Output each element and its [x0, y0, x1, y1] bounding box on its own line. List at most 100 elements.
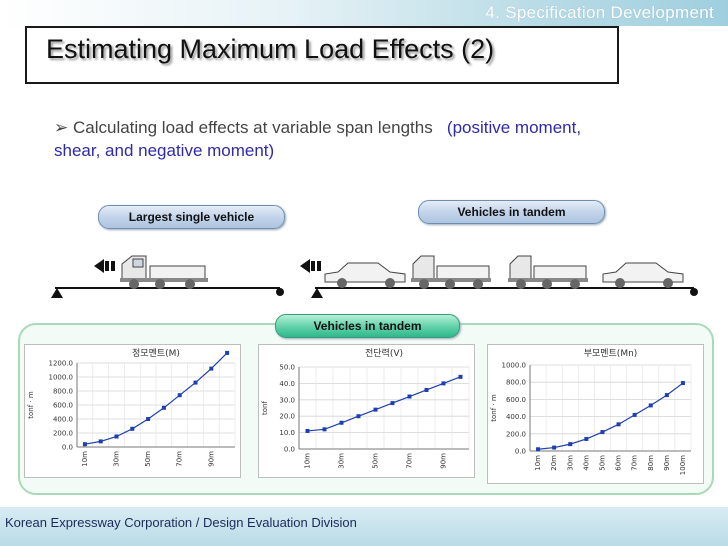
x-tick-label: 60m [615, 455, 623, 471]
vehicle-diagram [51, 255, 698, 298]
data-point [664, 393, 669, 398]
series-line [537, 382, 684, 450]
x-tick-label: 10m [534, 455, 542, 471]
y-tick-label: 800.0 [506, 379, 526, 387]
x-tick-label: 70m [176, 451, 184, 467]
x-tick-label: 70m [406, 453, 414, 469]
y-axis-label: tonf [261, 401, 269, 415]
section-label: 4. Specification Development [485, 3, 714, 22]
chart-shear: 전단력(V) tonf 0.0 10.0 20.0 30.0 40.0 50.0 10m 30m 5… [258, 344, 475, 478]
car-icon [602, 262, 684, 288]
chart-title: 전단력(V) [365, 347, 403, 359]
y-tick-label: 200.0 [53, 430, 73, 438]
y-tick-label: 30.0 [279, 396, 295, 404]
y-tick-label: 40.0 [279, 380, 295, 388]
data-point [130, 426, 135, 431]
x-tick-label: 90m [440, 453, 448, 469]
chart-negative-moment: 부모멘트(Mn) tonf · m 0.0 200.0 400.0 600.0 800.0 1… [487, 344, 704, 484]
chart-title: 부모멘트(Mn) [584, 348, 638, 359]
data-point [568, 442, 573, 447]
footer-text: Korean Expressway Corporation / Design E… [5, 515, 357, 530]
data-point [441, 381, 446, 386]
bullet-emphasis: (positive moment, shear, and negative mo… [54, 118, 582, 160]
truck-icon [120, 255, 208, 289]
y-tick-label: 10.0 [279, 429, 295, 437]
y-tick-label: 800.0 [53, 388, 73, 396]
data-point [193, 380, 198, 385]
x-tick-label: 70m [631, 455, 639, 471]
x-tick-label: 90m [663, 455, 671, 471]
data-point [584, 436, 589, 441]
y-tick-label: 0.0 [515, 448, 526, 456]
truck-icon [411, 255, 491, 289]
y-tick-label: 400.0 [53, 416, 73, 424]
data-point [98, 439, 103, 444]
bullet-marker: ➢ [54, 118, 69, 137]
data-point [407, 394, 412, 399]
x-tick-label: 50m [598, 455, 606, 471]
data-point [114, 434, 119, 439]
data-point [146, 417, 151, 421]
data-point [177, 393, 182, 398]
y-tick-label: 200.0 [506, 430, 526, 438]
y-tick-label: 1000.0 [502, 362, 527, 370]
y-axis-label: tonf · m [27, 391, 35, 419]
data-point [390, 401, 395, 406]
bullet-point: ➢ Calculating load effects at variable s… [54, 116, 614, 162]
series-line [84, 352, 228, 445]
x-tick-label: 50m [144, 451, 152, 467]
data-point [536, 447, 541, 452]
data-point [339, 420, 344, 425]
tandem-vehicle-span [300, 255, 698, 298]
data-point [680, 381, 685, 386]
x-tick-label: 80m [647, 455, 655, 471]
data-point [552, 445, 557, 450]
page-title: Estimating Maximum Load Effects (2) [46, 34, 495, 64]
title-box [25, 26, 619, 84]
data-point [305, 428, 310, 433]
chart-positive-moment: 정모멘트(M) tonf · m 0.0 200.0 400.0 600.0 800.0 10… [24, 344, 241, 478]
y-tick-label: 20.0 [279, 413, 295, 421]
arrow-left-icon [94, 259, 115, 273]
data-point [648, 403, 653, 408]
footer-bar: Korean Expressway Corporation / Design E… [0, 507, 728, 546]
label-vehicles-in-tandem: Vehicles in tandem [418, 200, 605, 224]
header-band [0, 0, 728, 26]
bullet-text: Calculating load effects at variable spa… [72, 118, 433, 137]
data-point [161, 405, 166, 410]
y-tick-label: 0.0 [62, 444, 73, 452]
data-point [322, 427, 327, 432]
data-point [373, 407, 378, 412]
series-line [307, 376, 461, 432]
x-tick-label: 40m [582, 455, 590, 471]
y-tick-label: 400.0 [506, 413, 526, 421]
data-point [600, 430, 605, 435]
x-tick-label: 30m [113, 451, 121, 467]
y-axis-label: tonf · m [490, 394, 498, 422]
data-point [458, 374, 463, 379]
x-tick-label: 30m [338, 453, 346, 469]
y-tick-label: 50.0 [279, 364, 295, 372]
data-point [424, 387, 429, 392]
data-point [616, 422, 621, 427]
truck-icon [508, 255, 588, 289]
data-point [82, 442, 87, 447]
y-tick-label: 600.0 [506, 396, 526, 404]
x-tick-label: 20m [550, 455, 558, 471]
data-point [632, 412, 637, 417]
chart-title: 정모멘트(M) [132, 348, 180, 359]
x-tick-label: 30m [566, 455, 574, 471]
y-tick-label: 0.0 [284, 446, 295, 454]
x-tick-label: 10m [81, 451, 89, 467]
x-tick-label: 100m [679, 455, 687, 475]
x-tick-label: 90m [207, 451, 215, 467]
label-largest-single-vehicle: Largest single vehicle [98, 205, 285, 229]
x-tick-label: 50m [372, 453, 380, 469]
arrow-left-icon [300, 259, 321, 273]
y-tick-label: 1000.0 [49, 374, 74, 382]
y-tick-label: 600.0 [53, 402, 73, 410]
single-vehicle-span [51, 255, 284, 298]
label-charts-vehicles-in-tandem: Vehicles in tandem [275, 314, 460, 338]
data-point [356, 414, 361, 419]
car-icon [324, 262, 406, 288]
